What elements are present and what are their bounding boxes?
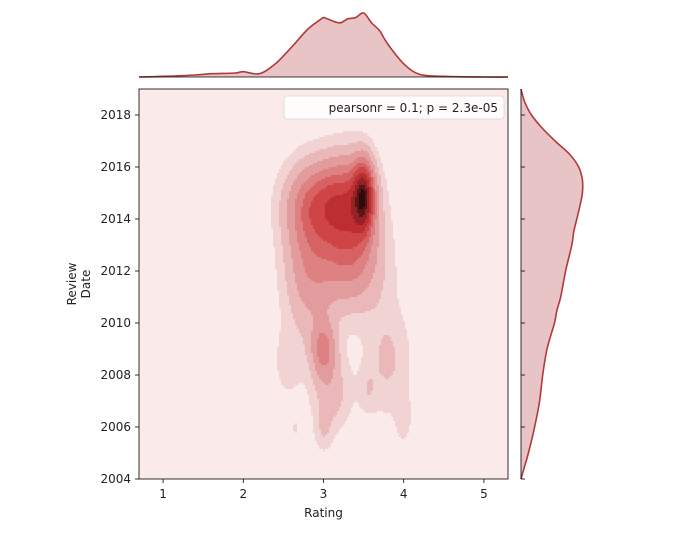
- right-marginal-fill: [521, 89, 583, 479]
- x-tick-label: 5: [480, 487, 488, 501]
- y-tick-label: 2004: [100, 472, 131, 486]
- main-plot-area: 1 2 3 4 5 2004 2006 2008 2010 2012 2014 2016 2018 p…: [100, 88, 509, 501]
- x-tick-label: 2: [239, 487, 247, 501]
- right-marginal-line: [520, 88, 584, 480]
- x-tick-label: 4: [400, 487, 408, 501]
- top-marginal-line: [138, 12, 509, 78]
- y-tick-label: 2016: [100, 160, 131, 174]
- y-axis-label-line-1: Review: [65, 262, 79, 305]
- kde-contours: [271, 131, 411, 451]
- top-marginal-density: [138, 12, 509, 78]
- y-tick-label: 2012: [100, 264, 131, 278]
- legend-box: [283, 95, 505, 120]
- x-tick-label: 3: [320, 487, 328, 501]
- y-tick-label: 2018: [100, 108, 131, 122]
- y-axis-label-line-2: Date: [79, 270, 93, 299]
- right-marginal-ticks: [521, 114, 525, 480]
- y-tick-label: 2008: [100, 368, 131, 382]
- top-marginal-fill: [139, 12, 508, 78]
- legend-text: pearsonr = 0.1; p = 2.3e-05: [329, 101, 498, 115]
- y-axis-ticks: 2004 2006 2008 2010 2012 2014 2016 2018: [100, 108, 139, 486]
- y-tick-label: 2010: [100, 316, 131, 330]
- x-axis-label: Rating: [304, 506, 343, 520]
- y-tick-label: 2006: [100, 420, 131, 434]
- x-axis-ticks: 1 2 3 4 5: [159, 479, 488, 501]
- stats-legend: pearsonr = 0.1; p = 2.3e-05: [283, 95, 505, 120]
- y-tick-label: 2014: [100, 212, 131, 226]
- kde-contour-level-10: [359, 189, 365, 209]
- x-tick-label: 1: [159, 487, 167, 501]
- right-marginal-density: [520, 88, 584, 480]
